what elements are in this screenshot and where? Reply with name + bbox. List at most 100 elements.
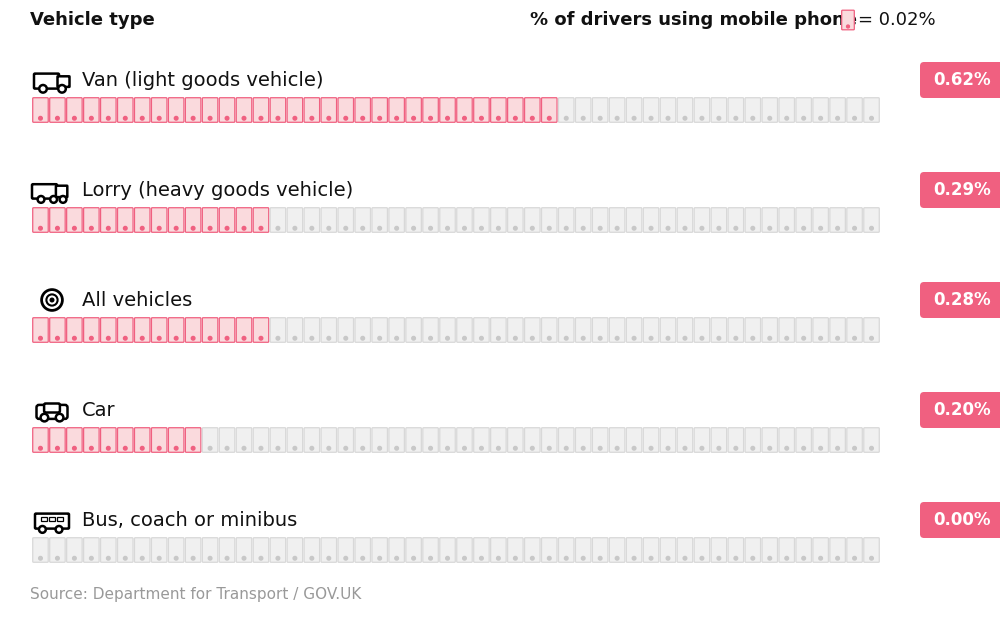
- Circle shape: [870, 337, 873, 340]
- FancyBboxPatch shape: [491, 208, 506, 232]
- Circle shape: [225, 557, 229, 560]
- Circle shape: [73, 557, 76, 560]
- Circle shape: [785, 337, 789, 340]
- Circle shape: [378, 226, 381, 230]
- Circle shape: [208, 337, 212, 340]
- Circle shape: [632, 557, 636, 560]
- Circle shape: [547, 226, 551, 230]
- FancyBboxPatch shape: [830, 538, 845, 562]
- Circle shape: [327, 117, 331, 120]
- Circle shape: [276, 337, 280, 340]
- FancyBboxPatch shape: [542, 208, 557, 232]
- Circle shape: [785, 117, 789, 120]
- Circle shape: [56, 117, 59, 120]
- Circle shape: [547, 446, 551, 450]
- Circle shape: [361, 226, 365, 230]
- Circle shape: [598, 226, 602, 230]
- FancyBboxPatch shape: [389, 428, 404, 452]
- Circle shape: [107, 446, 110, 450]
- Circle shape: [666, 117, 670, 120]
- FancyBboxPatch shape: [491, 428, 506, 452]
- FancyBboxPatch shape: [762, 208, 778, 232]
- FancyBboxPatch shape: [525, 428, 540, 452]
- Circle shape: [581, 337, 585, 340]
- Circle shape: [276, 226, 280, 230]
- FancyBboxPatch shape: [185, 428, 201, 452]
- Circle shape: [46, 294, 58, 306]
- FancyBboxPatch shape: [920, 282, 1000, 318]
- FancyBboxPatch shape: [219, 428, 235, 452]
- FancyBboxPatch shape: [842, 10, 854, 30]
- Circle shape: [361, 117, 365, 120]
- Circle shape: [225, 117, 229, 120]
- FancyBboxPatch shape: [575, 98, 591, 122]
- FancyBboxPatch shape: [84, 98, 99, 122]
- Circle shape: [615, 226, 619, 230]
- FancyBboxPatch shape: [474, 538, 489, 562]
- FancyBboxPatch shape: [151, 208, 167, 232]
- FancyBboxPatch shape: [355, 538, 370, 562]
- FancyBboxPatch shape: [321, 98, 337, 122]
- FancyBboxPatch shape: [253, 538, 269, 562]
- Circle shape: [683, 557, 687, 560]
- Circle shape: [107, 337, 110, 340]
- Circle shape: [412, 117, 415, 120]
- Circle shape: [174, 226, 178, 230]
- Circle shape: [463, 226, 466, 230]
- FancyBboxPatch shape: [67, 317, 82, 342]
- Circle shape: [564, 446, 568, 450]
- FancyBboxPatch shape: [711, 317, 727, 342]
- Circle shape: [90, 337, 93, 340]
- FancyBboxPatch shape: [219, 98, 235, 122]
- Circle shape: [242, 226, 246, 230]
- FancyBboxPatch shape: [168, 98, 184, 122]
- Circle shape: [208, 446, 212, 450]
- Circle shape: [56, 446, 59, 450]
- FancyBboxPatch shape: [796, 538, 811, 562]
- FancyBboxPatch shape: [423, 208, 438, 232]
- Circle shape: [242, 337, 246, 340]
- Circle shape: [751, 557, 755, 560]
- Circle shape: [480, 446, 483, 450]
- FancyBboxPatch shape: [864, 428, 879, 452]
- Circle shape: [412, 557, 415, 560]
- Circle shape: [327, 337, 331, 340]
- FancyBboxPatch shape: [372, 428, 387, 452]
- Text: All vehicles: All vehicles: [82, 291, 192, 309]
- FancyBboxPatch shape: [592, 208, 608, 232]
- Circle shape: [514, 446, 517, 450]
- Circle shape: [225, 337, 229, 340]
- FancyBboxPatch shape: [660, 317, 676, 342]
- Circle shape: [344, 337, 348, 340]
- FancyBboxPatch shape: [270, 317, 286, 342]
- FancyBboxPatch shape: [151, 428, 167, 452]
- FancyBboxPatch shape: [101, 538, 116, 562]
- FancyBboxPatch shape: [304, 98, 320, 122]
- FancyBboxPatch shape: [321, 428, 337, 452]
- FancyBboxPatch shape: [304, 428, 320, 452]
- Text: Car: Car: [82, 401, 116, 420]
- Circle shape: [802, 117, 805, 120]
- FancyBboxPatch shape: [338, 317, 354, 342]
- FancyBboxPatch shape: [694, 208, 710, 232]
- Circle shape: [632, 226, 636, 230]
- Circle shape: [429, 557, 432, 560]
- Circle shape: [361, 446, 365, 450]
- FancyBboxPatch shape: [355, 208, 370, 232]
- Circle shape: [649, 557, 653, 560]
- Circle shape: [836, 557, 839, 560]
- FancyBboxPatch shape: [525, 208, 540, 232]
- FancyBboxPatch shape: [643, 428, 659, 452]
- FancyBboxPatch shape: [253, 208, 269, 232]
- FancyBboxPatch shape: [355, 98, 370, 122]
- FancyBboxPatch shape: [372, 98, 387, 122]
- Circle shape: [819, 337, 822, 340]
- FancyBboxPatch shape: [406, 538, 421, 562]
- FancyBboxPatch shape: [813, 98, 828, 122]
- FancyBboxPatch shape: [287, 317, 303, 342]
- FancyBboxPatch shape: [847, 538, 862, 562]
- Circle shape: [480, 117, 483, 120]
- Circle shape: [107, 226, 110, 230]
- Circle shape: [123, 117, 127, 120]
- Circle shape: [157, 226, 161, 230]
